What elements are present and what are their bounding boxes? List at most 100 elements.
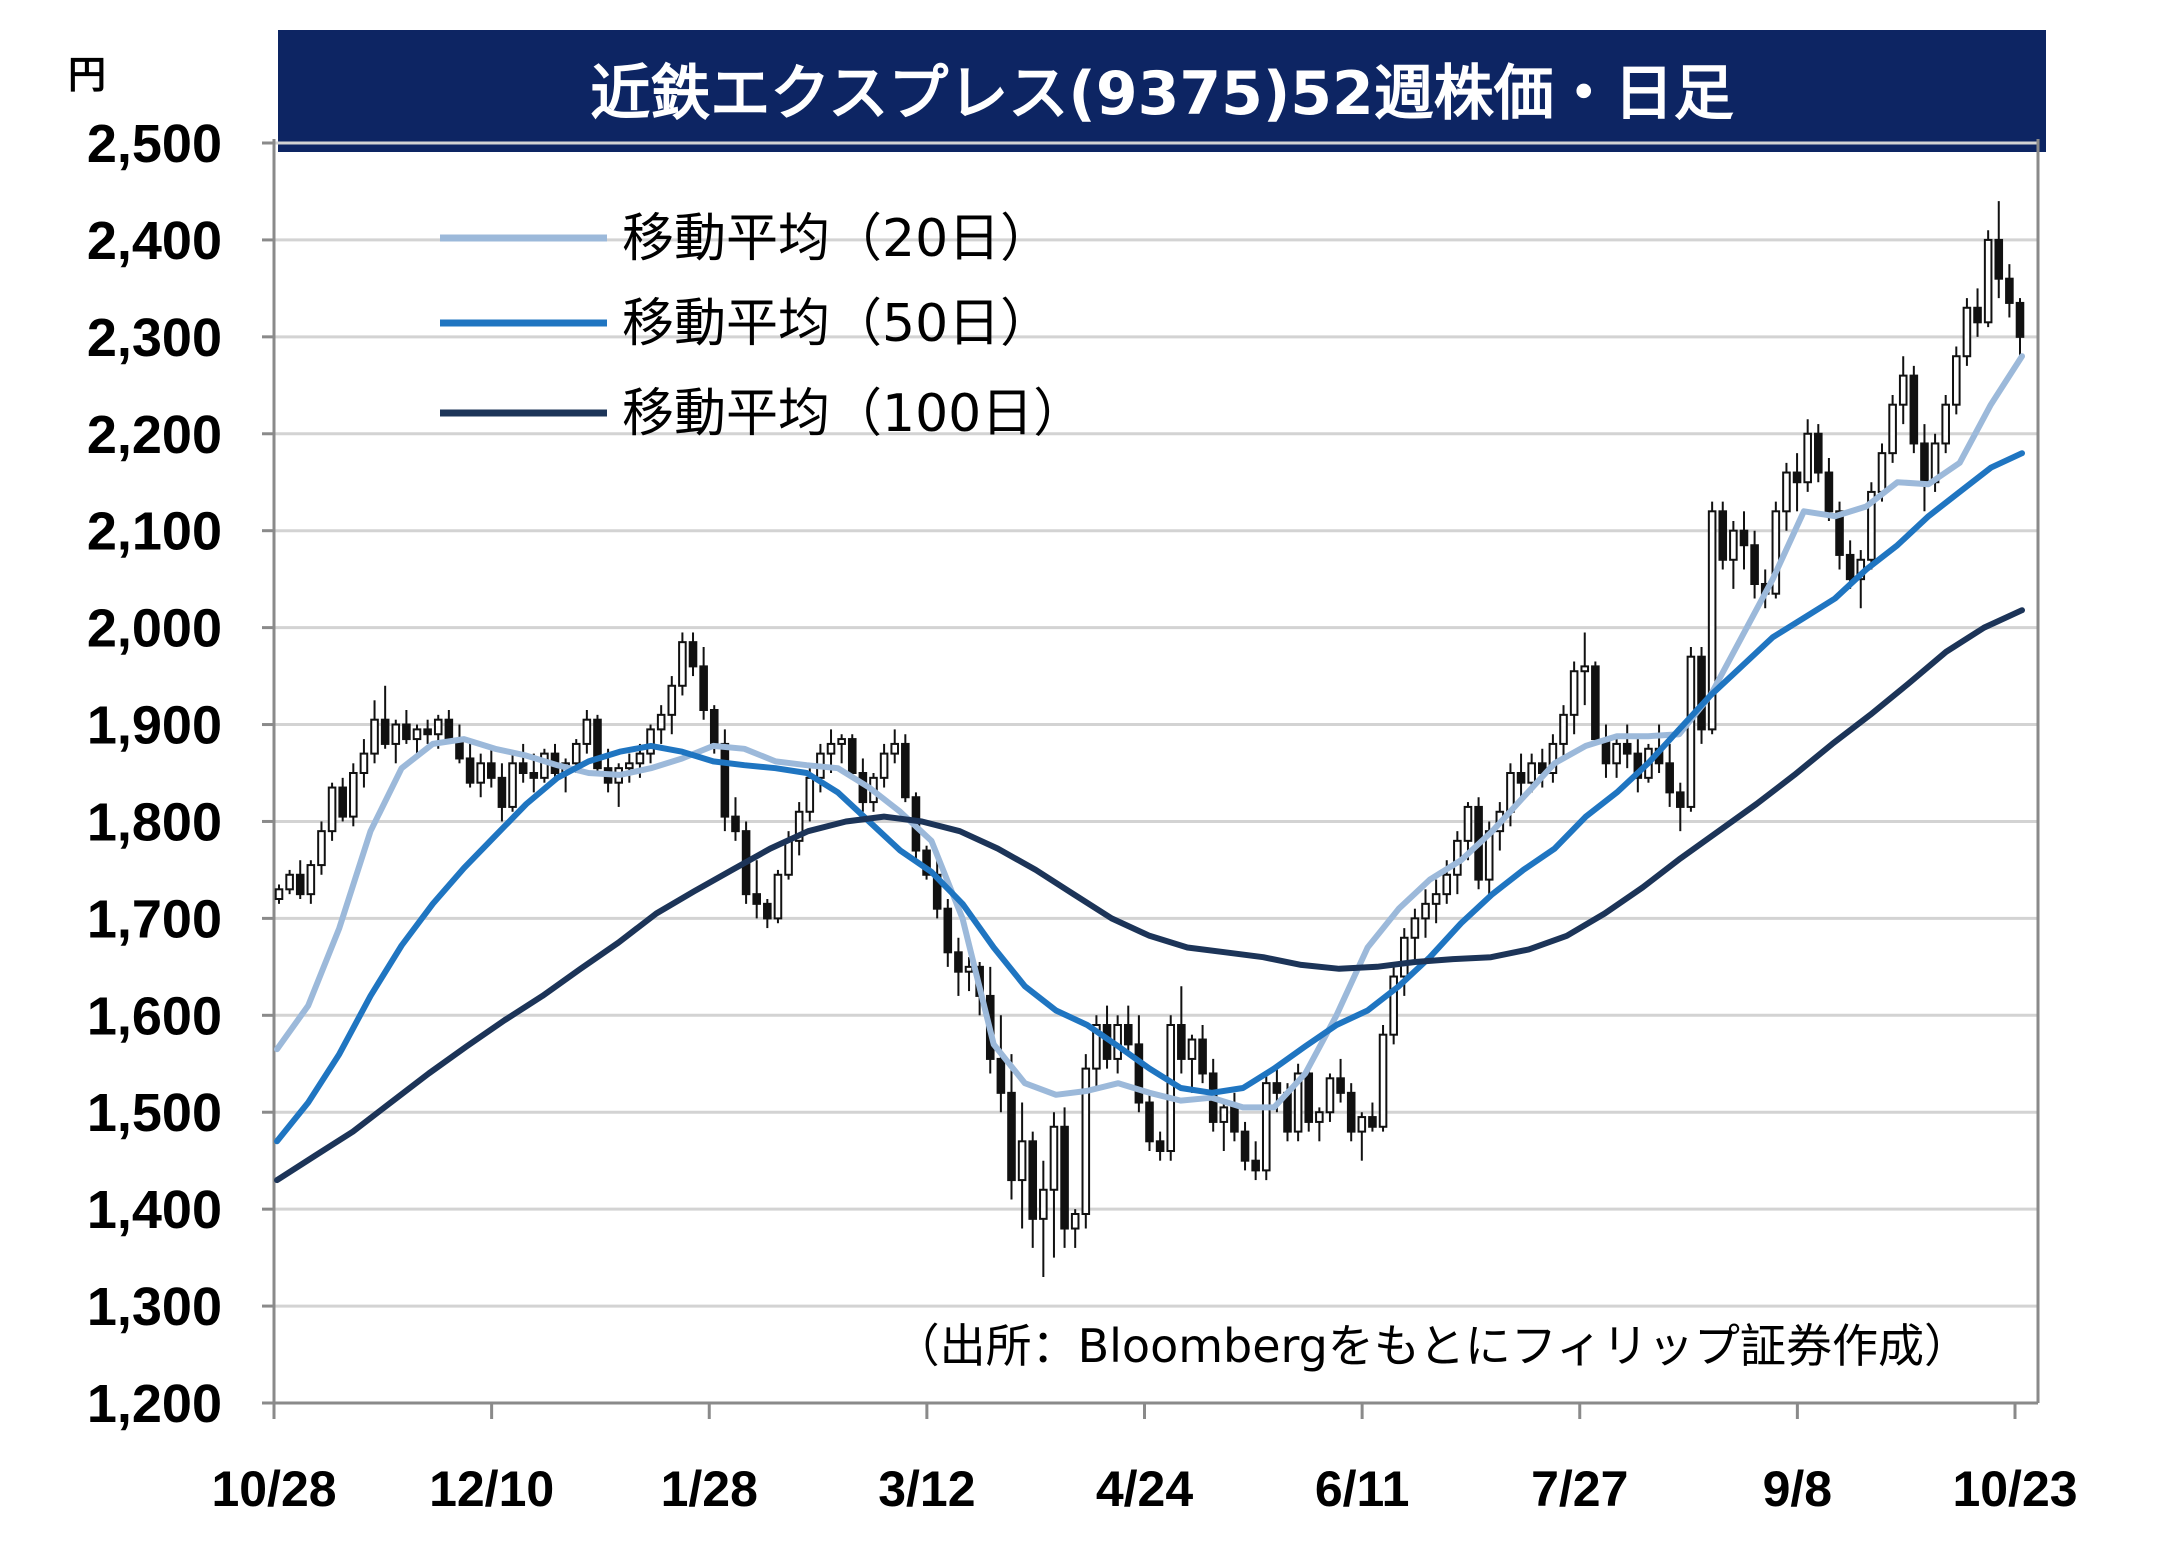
candle-body (540, 752, 549, 779)
candle-body (402, 723, 411, 741)
candle-body (890, 742, 900, 755)
y-tick-label: 1,700 (87, 889, 222, 949)
candle-body (285, 873, 294, 891)
candle-body (1028, 1140, 1038, 1220)
x-tick-label: 10/23 (1952, 1461, 2077, 1517)
candle-body (1909, 374, 1919, 445)
candle-body (1325, 1077, 1335, 1114)
candle-body (635, 752, 645, 765)
ma100-line (274, 607, 2025, 1184)
candle-body (1421, 902, 1430, 920)
ma20-line (274, 353, 2025, 1111)
candle-body (1145, 1101, 1154, 1143)
candle-body (1177, 1024, 1186, 1060)
y-tick-label: 2,400 (87, 211, 222, 271)
candlesticks (274, 201, 2025, 1277)
candle-body (1877, 452, 1887, 493)
candle-body (295, 873, 305, 896)
candle-body (1039, 1188, 1048, 1220)
candle-body (1718, 510, 1728, 561)
candle-body (1378, 1033, 1388, 1128)
candle-body (794, 810, 804, 842)
candle-body (1060, 1125, 1069, 1230)
candle-body (1166, 1024, 1176, 1152)
candle-body (837, 738, 846, 745)
candle-body (1304, 1072, 1314, 1123)
candle-body (1007, 1091, 1016, 1182)
candle-body (412, 728, 422, 741)
moving-average-lines (274, 353, 2025, 1184)
candle-body (847, 738, 857, 774)
candle-body (433, 718, 443, 736)
candle-body (1888, 403, 1897, 455)
candle-body (1230, 1106, 1239, 1133)
candle-body (752, 893, 762, 905)
candle-body (423, 728, 432, 736)
candle-body (805, 776, 815, 813)
candle-body (1622, 742, 1632, 755)
candle-body (1219, 1106, 1229, 1123)
candle-body (1187, 1038, 1197, 1060)
candle-body (1686, 655, 1696, 808)
candle-body (306, 864, 316, 896)
candle-body (964, 965, 974, 973)
title-banner (278, 30, 2046, 152)
y-tick-label: 1,600 (87, 986, 222, 1046)
candle-body (1941, 403, 1950, 445)
candle-body (773, 873, 783, 920)
y-tick-label: 2,500 (87, 114, 222, 174)
candle-body (901, 742, 910, 799)
candle-body (593, 718, 602, 770)
candle-body (1845, 553, 1855, 581)
candle-body (359, 752, 369, 774)
candle-body (709, 709, 719, 745)
x-axis-ticks: 10/28 12/10 1/28 3/12 4/24 6/11 7/27 9/8 10/23 (211, 1461, 2077, 1517)
candle-body (338, 786, 347, 818)
y-axis-ticks: 1,200 1,300 1,400 1,500 1,600 1,700 1,800 1,900… (87, 114, 222, 1434)
candle-body (1792, 471, 1802, 484)
candle-body (678, 641, 687, 687)
candle-body (1824, 471, 1834, 513)
candle-body (1707, 510, 1717, 731)
candle-body (954, 951, 963, 973)
candle-body (1070, 1213, 1080, 1230)
candle-body (1399, 936, 1409, 978)
candle-body (625, 762, 634, 770)
axes (262, 139, 2040, 1419)
x-tick-label: 1/28 (661, 1461, 758, 1517)
candle-body (1952, 355, 1961, 406)
candle-body (1389, 975, 1398, 1036)
candle-body (1315, 1111, 1324, 1123)
candle-body (1463, 805, 1473, 842)
candle-body (996, 1057, 1006, 1094)
candle-body (688, 641, 698, 668)
legend-label-ma20: 移動平均（20日） (622, 209, 1052, 269)
candle-body (1569, 670, 1579, 716)
candle-body (1771, 510, 1781, 595)
candle-body (943, 907, 953, 954)
candle-body (391, 723, 401, 745)
candle-body (1092, 1024, 1101, 1070)
candle-body (1962, 306, 1972, 358)
candle-body (1081, 1067, 1091, 1215)
candle-body (1548, 742, 1558, 775)
candle-body (1814, 432, 1823, 474)
candle-body (1983, 238, 1993, 324)
y-tick-label: 2,200 (87, 405, 222, 465)
y-tick-label: 1,800 (87, 792, 222, 852)
candle-body (465, 757, 475, 784)
candle-body (1580, 665, 1590, 673)
candle-body (1665, 762, 1674, 794)
candle-body (1442, 873, 1452, 896)
y-tick-label: 1,400 (87, 1180, 222, 1240)
y-tick-label: 1,900 (87, 696, 222, 756)
candle-body (487, 762, 496, 779)
legend-label-ma100: 移動平均（100日） (622, 384, 1085, 444)
candle-body (571, 742, 581, 765)
x-tick-label: 10/28 (211, 1461, 336, 1517)
candle-body (699, 665, 708, 712)
x-tick-label: 4/24 (1096, 1461, 1194, 1517)
x-tick-label: 12/10 (429, 1461, 554, 1517)
candle-body (1155, 1140, 1165, 1153)
